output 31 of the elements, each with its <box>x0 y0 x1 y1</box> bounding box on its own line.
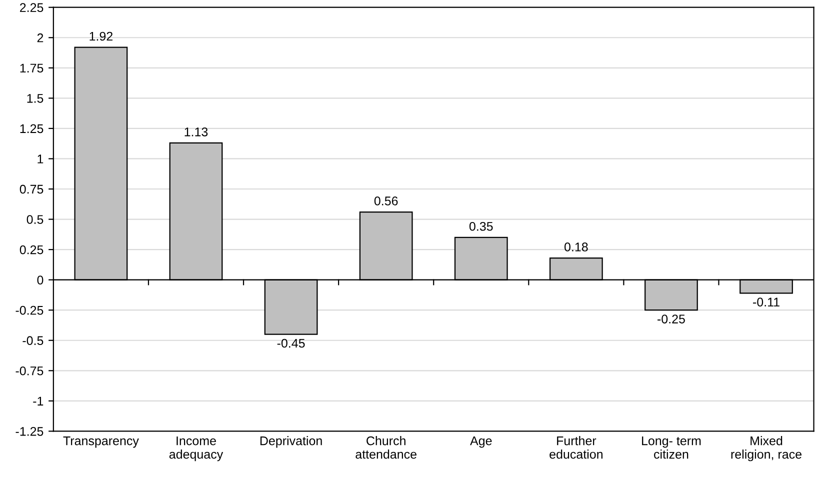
y-tick-label: 1 <box>38 154 44 164</box>
y-tick-label: -0.75 <box>16 366 44 376</box>
y-tick-label: 0.5 <box>26 215 44 224</box>
x-tick-label: Long- term citizen <box>642 436 701 459</box>
y-tick-label: 2 <box>37 33 44 42</box>
x-tick-label: Deprivation <box>260 436 322 448</box>
data-label: -0.25 <box>658 314 685 324</box>
y-tick-label: 0.75 <box>20 184 44 194</box>
x-tick-label: Church attendance <box>356 436 416 459</box>
data-label: -0.45 <box>277 338 305 348</box>
data-label: -0.11 <box>753 298 780 306</box>
x-tick-label: Age <box>470 436 492 448</box>
y-tick-label: -1 <box>33 396 44 406</box>
y-tick-label: 1.5 <box>27 94 44 103</box>
y-tick-label: 0 <box>37 276 44 284</box>
y-tick-label: -1.25 <box>16 427 44 436</box>
y-tick-label: 2.25 <box>20 3 44 12</box>
y-tick-label: 1.25 <box>20 124 44 134</box>
x-tick-label: Income adequacy <box>169 436 224 462</box>
data-label: 1.13 <box>184 127 208 136</box>
y-tick-label: -0.5 <box>22 336 44 346</box>
data-label: 1.92 <box>90 32 112 41</box>
y-tick-label: 0.25 <box>20 245 44 254</box>
x-tick-label: Transparency <box>63 436 139 448</box>
data-label: 0.18 <box>564 242 588 252</box>
data-label: 0.56 <box>374 196 398 206</box>
y-tick-label: -0.25 <box>16 306 44 315</box>
x-tick-label: Further education <box>550 436 602 459</box>
data-label: 0.35 <box>469 222 493 231</box>
y-tick-label: 1.75 <box>20 64 44 73</box>
x-tick-label: Mixed religion, race <box>731 436 802 462</box>
